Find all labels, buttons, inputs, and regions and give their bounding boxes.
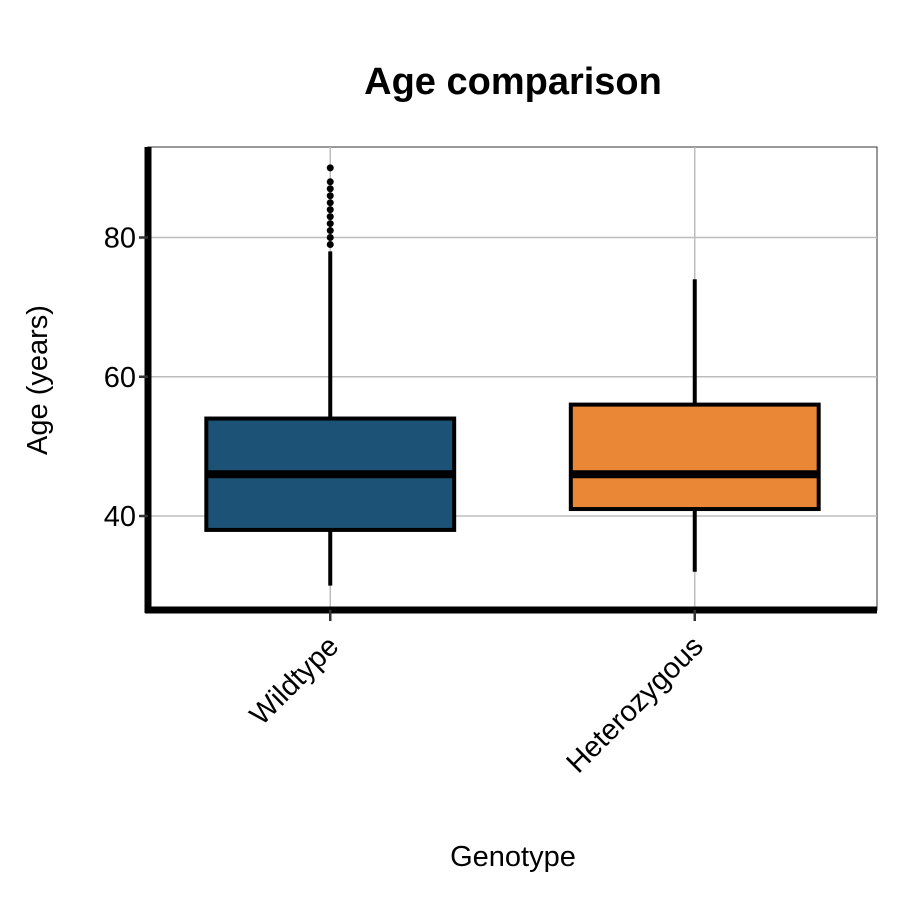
outlier-point-wildtype xyxy=(326,199,334,207)
chart-title: Age comparison xyxy=(364,61,662,103)
outlier-point-wildtype xyxy=(326,234,334,242)
y-tick-label: 40 xyxy=(104,501,136,533)
y-axis-title: Age (years) xyxy=(22,305,54,455)
outlier-point-wildtype xyxy=(326,220,334,228)
outlier-point-wildtype xyxy=(326,178,334,186)
outlier-point-wildtype xyxy=(326,227,334,235)
plot-area: 40 60 80 Wildtype Heterozygous xyxy=(104,146,878,779)
outlier-point-wildtype xyxy=(326,164,334,172)
x-tick-label: Heterozygous xyxy=(561,630,710,779)
outlier-point-wildtype xyxy=(326,206,334,214)
outlier-point-wildtype xyxy=(326,192,334,200)
outlier-point-wildtype xyxy=(326,213,334,221)
y-tick-label: 60 xyxy=(104,362,136,394)
x-tick-label: Wildtype xyxy=(244,630,345,731)
outlier-point-wildtype xyxy=(326,240,334,248)
outlier-point-wildtype xyxy=(326,185,334,193)
x-axis-title: Genotype xyxy=(450,841,576,873)
panel-border xyxy=(147,146,878,611)
box-heterozygous xyxy=(568,402,821,512)
y-tick-label: 80 xyxy=(104,223,136,255)
